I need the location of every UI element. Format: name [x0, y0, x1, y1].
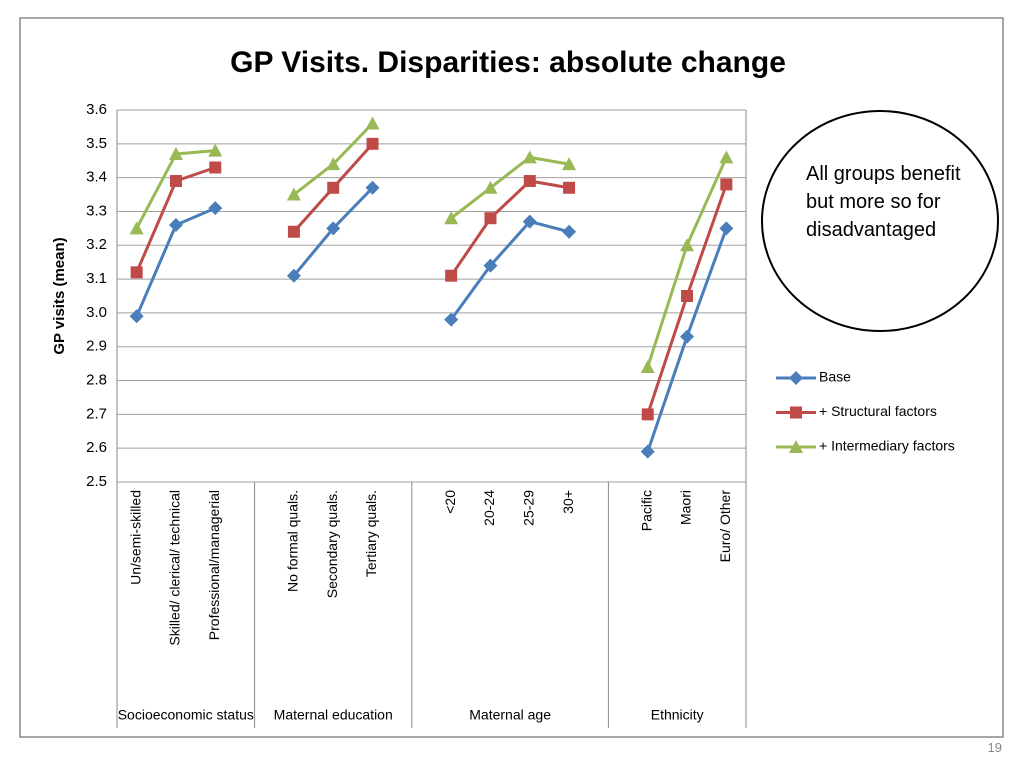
slide-frame: [19, 17, 1004, 738]
legend-marker: [790, 406, 802, 419]
x-tick-label: Professional/managerial: [206, 490, 222, 640]
marker: [287, 225, 300, 238]
marker: [522, 150, 537, 164]
marker: [168, 217, 183, 232]
series-line: [135, 186, 728, 453]
marker: [641, 408, 654, 421]
marker: [326, 157, 341, 171]
marker: [168, 146, 183, 160]
x-tick-label: Un/semi-skilled: [127, 490, 143, 585]
y-tick-label: 3.5: [86, 135, 107, 152]
x-tick-label: 25-29: [520, 490, 536, 526]
marker: [129, 221, 144, 235]
x-tick-label: Pacific: [638, 490, 654, 531]
group-label: Maternal education: [274, 707, 393, 723]
x-tick-label: No formal quals.: [285, 490, 301, 592]
marker: [562, 224, 577, 239]
x-tick-label: 20-24: [481, 490, 497, 526]
y-tick-label: 3.3: [86, 202, 107, 219]
x-tick-label: 30+: [560, 490, 576, 514]
marker: [365, 180, 380, 195]
marker: [719, 150, 734, 164]
marker: [366, 137, 379, 150]
marker: [483, 180, 498, 194]
legend-marker: [789, 371, 803, 385]
marker: [719, 221, 734, 236]
y-tick-label: 2.8: [86, 372, 107, 389]
marker: [286, 268, 301, 283]
y-tick-label: 3.4: [86, 169, 107, 186]
x-tick-label: Secondary quals.: [324, 490, 340, 598]
marker: [209, 161, 222, 174]
marker: [523, 175, 536, 188]
legend-marker: [789, 440, 803, 453]
y-tick-label: 2.9: [86, 338, 107, 355]
marker: [130, 266, 143, 279]
callout-ellipse: [761, 110, 999, 332]
x-tick-label: Skilled/ clerical/ technical: [167, 490, 183, 646]
page-number: 19: [987, 740, 1002, 755]
y-tick-label: 2.5: [86, 473, 107, 490]
chart-title: GP Visits. Disparities: absolute change: [230, 46, 786, 79]
x-tick-label: Maori: [678, 490, 694, 525]
marker: [444, 312, 459, 327]
marker: [208, 143, 223, 157]
y-tick-label: 2.6: [86, 439, 107, 456]
marker: [326, 221, 341, 236]
marker: [444, 211, 459, 225]
marker: [484, 212, 497, 225]
y-tick-label: 3.1: [86, 270, 107, 287]
marker: [522, 214, 537, 229]
marker: [562, 157, 577, 171]
marker: [640, 360, 655, 374]
marker: [129, 309, 144, 324]
x-tick-label: Euro/ Other: [717, 490, 733, 563]
marker: [640, 444, 655, 459]
x-tick-label: Tertiary quals.: [363, 490, 379, 577]
marker: [327, 181, 340, 194]
group-label: Ethnicity: [651, 707, 704, 723]
marker: [680, 238, 695, 252]
marker: [208, 201, 223, 216]
annotation: All groups benefit but more so for disad…: [806, 163, 961, 241]
marker: [720, 178, 733, 191]
marker: [445, 269, 458, 282]
group-label: Maternal age: [469, 707, 551, 723]
y-tick-label: 2.7: [86, 405, 107, 422]
group-label: Socioeconomic status: [118, 707, 254, 723]
marker: [286, 187, 301, 201]
y-tick-label: 3.6: [86, 101, 107, 118]
marker: [681, 290, 694, 302]
legend-label: Base: [819, 369, 851, 385]
marker: [169, 175, 182, 188]
marker: [483, 258, 498, 273]
marker: [680, 329, 695, 344]
marker: [365, 116, 380, 130]
x-tick-label: <20: [442, 490, 458, 514]
y-axis-title: GP visits (mean): [51, 237, 68, 354]
y-tick-label: 3.0: [86, 304, 107, 321]
legend-label: + Intermediary factors: [819, 438, 955, 454]
marker: [563, 181, 576, 194]
y-tick-label: 3.2: [86, 236, 107, 253]
legend-label: + Structural factors: [819, 403, 937, 419]
